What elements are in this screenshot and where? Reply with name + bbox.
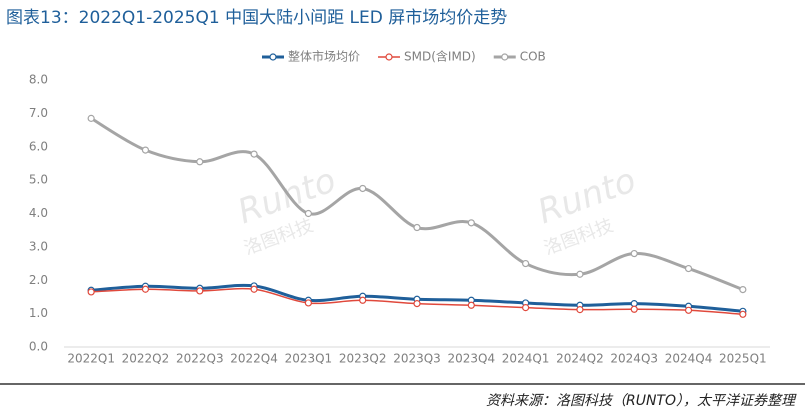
point: [630, 305, 638, 313]
x-tick-label: 2023Q3: [393, 352, 441, 366]
point: [141, 285, 150, 293]
point: [576, 270, 584, 278]
x-tick-label: 2024Q4: [665, 352, 713, 366]
point: [250, 285, 258, 293]
point: [522, 304, 530, 312]
y-tick-label: 6.0: [29, 139, 48, 153]
x-tick-label: 2023Q2: [339, 352, 387, 366]
point: [359, 296, 367, 304]
x-tick-label: 2024Q1: [502, 352, 550, 366]
point: [87, 288, 95, 296]
chart-title: 图表13：2022Q1-2025Q1 中国大陆小间距 LED 屏市场均价走势: [6, 8, 507, 28]
point: [304, 299, 312, 307]
point: [413, 223, 421, 232]
watermark: Runto: [533, 160, 641, 232]
watermark: Runto: [233, 160, 341, 232]
point: [684, 306, 693, 314]
point: [250, 150, 258, 158]
y-tick-label: 1.0: [29, 306, 48, 320]
y-tick-label: 2.0: [29, 273, 48, 287]
point: [739, 285, 747, 294]
legend-marker: [501, 53, 509, 61]
point: [467, 219, 475, 227]
y-tick-label: 4.0: [29, 206, 48, 220]
point: [196, 287, 204, 295]
series-line: [90, 117, 744, 291]
point: [684, 264, 693, 273]
x-tick-label: 2024Q2: [556, 352, 604, 366]
source: 资料来源：洛图科技（RUNTO），太平洋证券整理: [486, 393, 797, 409]
x-tick-label: 2023Q4: [447, 352, 495, 366]
watermarks: Runto 洛图科技 Runto 洛图科技: [233, 160, 641, 259]
legend-label: COB: [520, 50, 546, 64]
x-tick-label: 2022Q1: [67, 352, 115, 366]
point: [413, 300, 421, 308]
y-tick-label: 7.0: [29, 106, 48, 120]
point: [467, 301, 475, 309]
legend-label: 整体市场均价: [288, 49, 360, 64]
y-tick-label: 8.0: [29, 73, 48, 87]
x-tick-label: 2025Q1: [719, 352, 767, 366]
legend-marker: [269, 53, 277, 61]
y-tick-label: 3.0: [29, 239, 48, 253]
point: [630, 249, 638, 258]
point: [522, 259, 530, 268]
y-tick-label: 0.0: [29, 340, 48, 354]
y-tick-label: 5.0: [29, 173, 48, 187]
point: [739, 310, 747, 318]
point: [359, 184, 367, 193]
x-tick-label: 2023Q1: [285, 352, 333, 366]
point: [141, 146, 150, 154]
legend-label: SMD(含IMD): [404, 49, 476, 64]
x-tick-label: 2024Q3: [610, 352, 658, 366]
point: [196, 158, 204, 166]
point: [87, 114, 95, 122]
point: [304, 209, 312, 218]
legend-marker: [385, 53, 393, 61]
x-tick-label: 2022Q4: [230, 352, 278, 366]
x-tick-label: 2022Q2: [122, 352, 170, 366]
point: [576, 306, 584, 314]
x-tick-label: 2022Q3: [176, 352, 224, 366]
